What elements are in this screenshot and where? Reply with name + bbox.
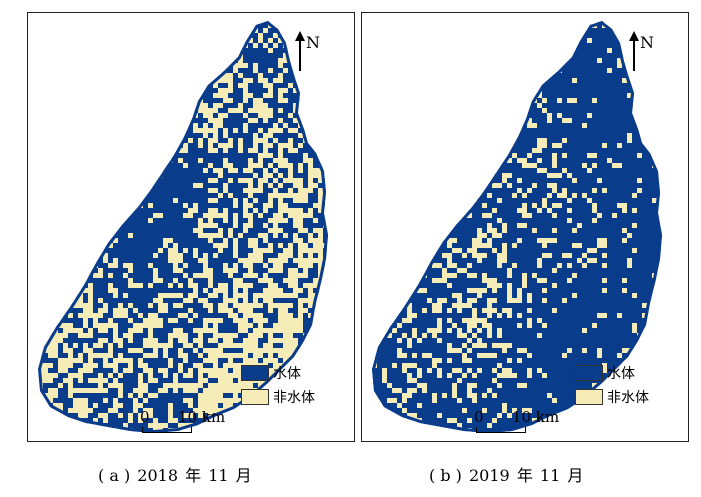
scale-bar: 0 10 km [474,408,584,436]
caption-month: 11 [208,466,229,485]
map-panel-a: N 水体 非水体 0 10 km [27,12,355,442]
scale-bar-line [476,427,526,433]
caption-b: ( b ) 2019 年 11 月 [428,462,584,486]
scale-bar: 0 10 km [140,408,250,436]
caption-year: 2019 [469,466,510,485]
water-classification-map-2019 [372,21,662,433]
nonwater-swatch [575,389,603,405]
scale-ten: 10 km [512,408,560,426]
caption-month-unit: 月 [235,466,252,485]
caption-prefix: ( a ) [98,466,131,485]
legend-label-water: 水体 [607,366,635,382]
scale-zero: 0 [474,408,484,426]
north-label: N [640,33,654,52]
caption-year: 2018 [137,466,179,485]
caption-prefix: ( b ) [429,466,462,485]
nonwater-swatch [241,389,269,405]
legend-item-nonwater: 非水体 [241,387,315,407]
legend-item-water: 水体 [241,363,301,383]
caption-year-unit: 年 [185,466,202,485]
scale-zero: 0 [140,408,150,426]
water-swatch [575,365,603,381]
caption-month: 11 [539,466,561,485]
legend: 水体 非水体 [575,363,685,409]
caption-a: ( a ) 2018 年 11 月 [97,462,253,486]
water-classification-map-2018 [38,21,328,433]
legend: 水体 非水体 [241,363,351,409]
legend-label-nonwater: 非水体 [273,390,315,406]
north-arrow-icon [629,31,639,71]
scale-bar-line [142,427,192,433]
legend-item-water: 水体 [575,363,635,383]
caption-year-unit: 年 [516,466,533,485]
legend-label-water: 水体 [273,366,301,382]
water-swatch [241,365,269,381]
scale-ten: 10 km [178,408,226,426]
north-arrow-icon [295,31,305,71]
legend-label-nonwater: 非水体 [607,390,649,406]
legend-item-nonwater: 非水体 [575,387,649,407]
caption-month-unit: 月 [567,466,584,485]
map-panel-b: N 水体 非水体 0 10 km [361,12,689,442]
north-label: N [306,33,320,52]
